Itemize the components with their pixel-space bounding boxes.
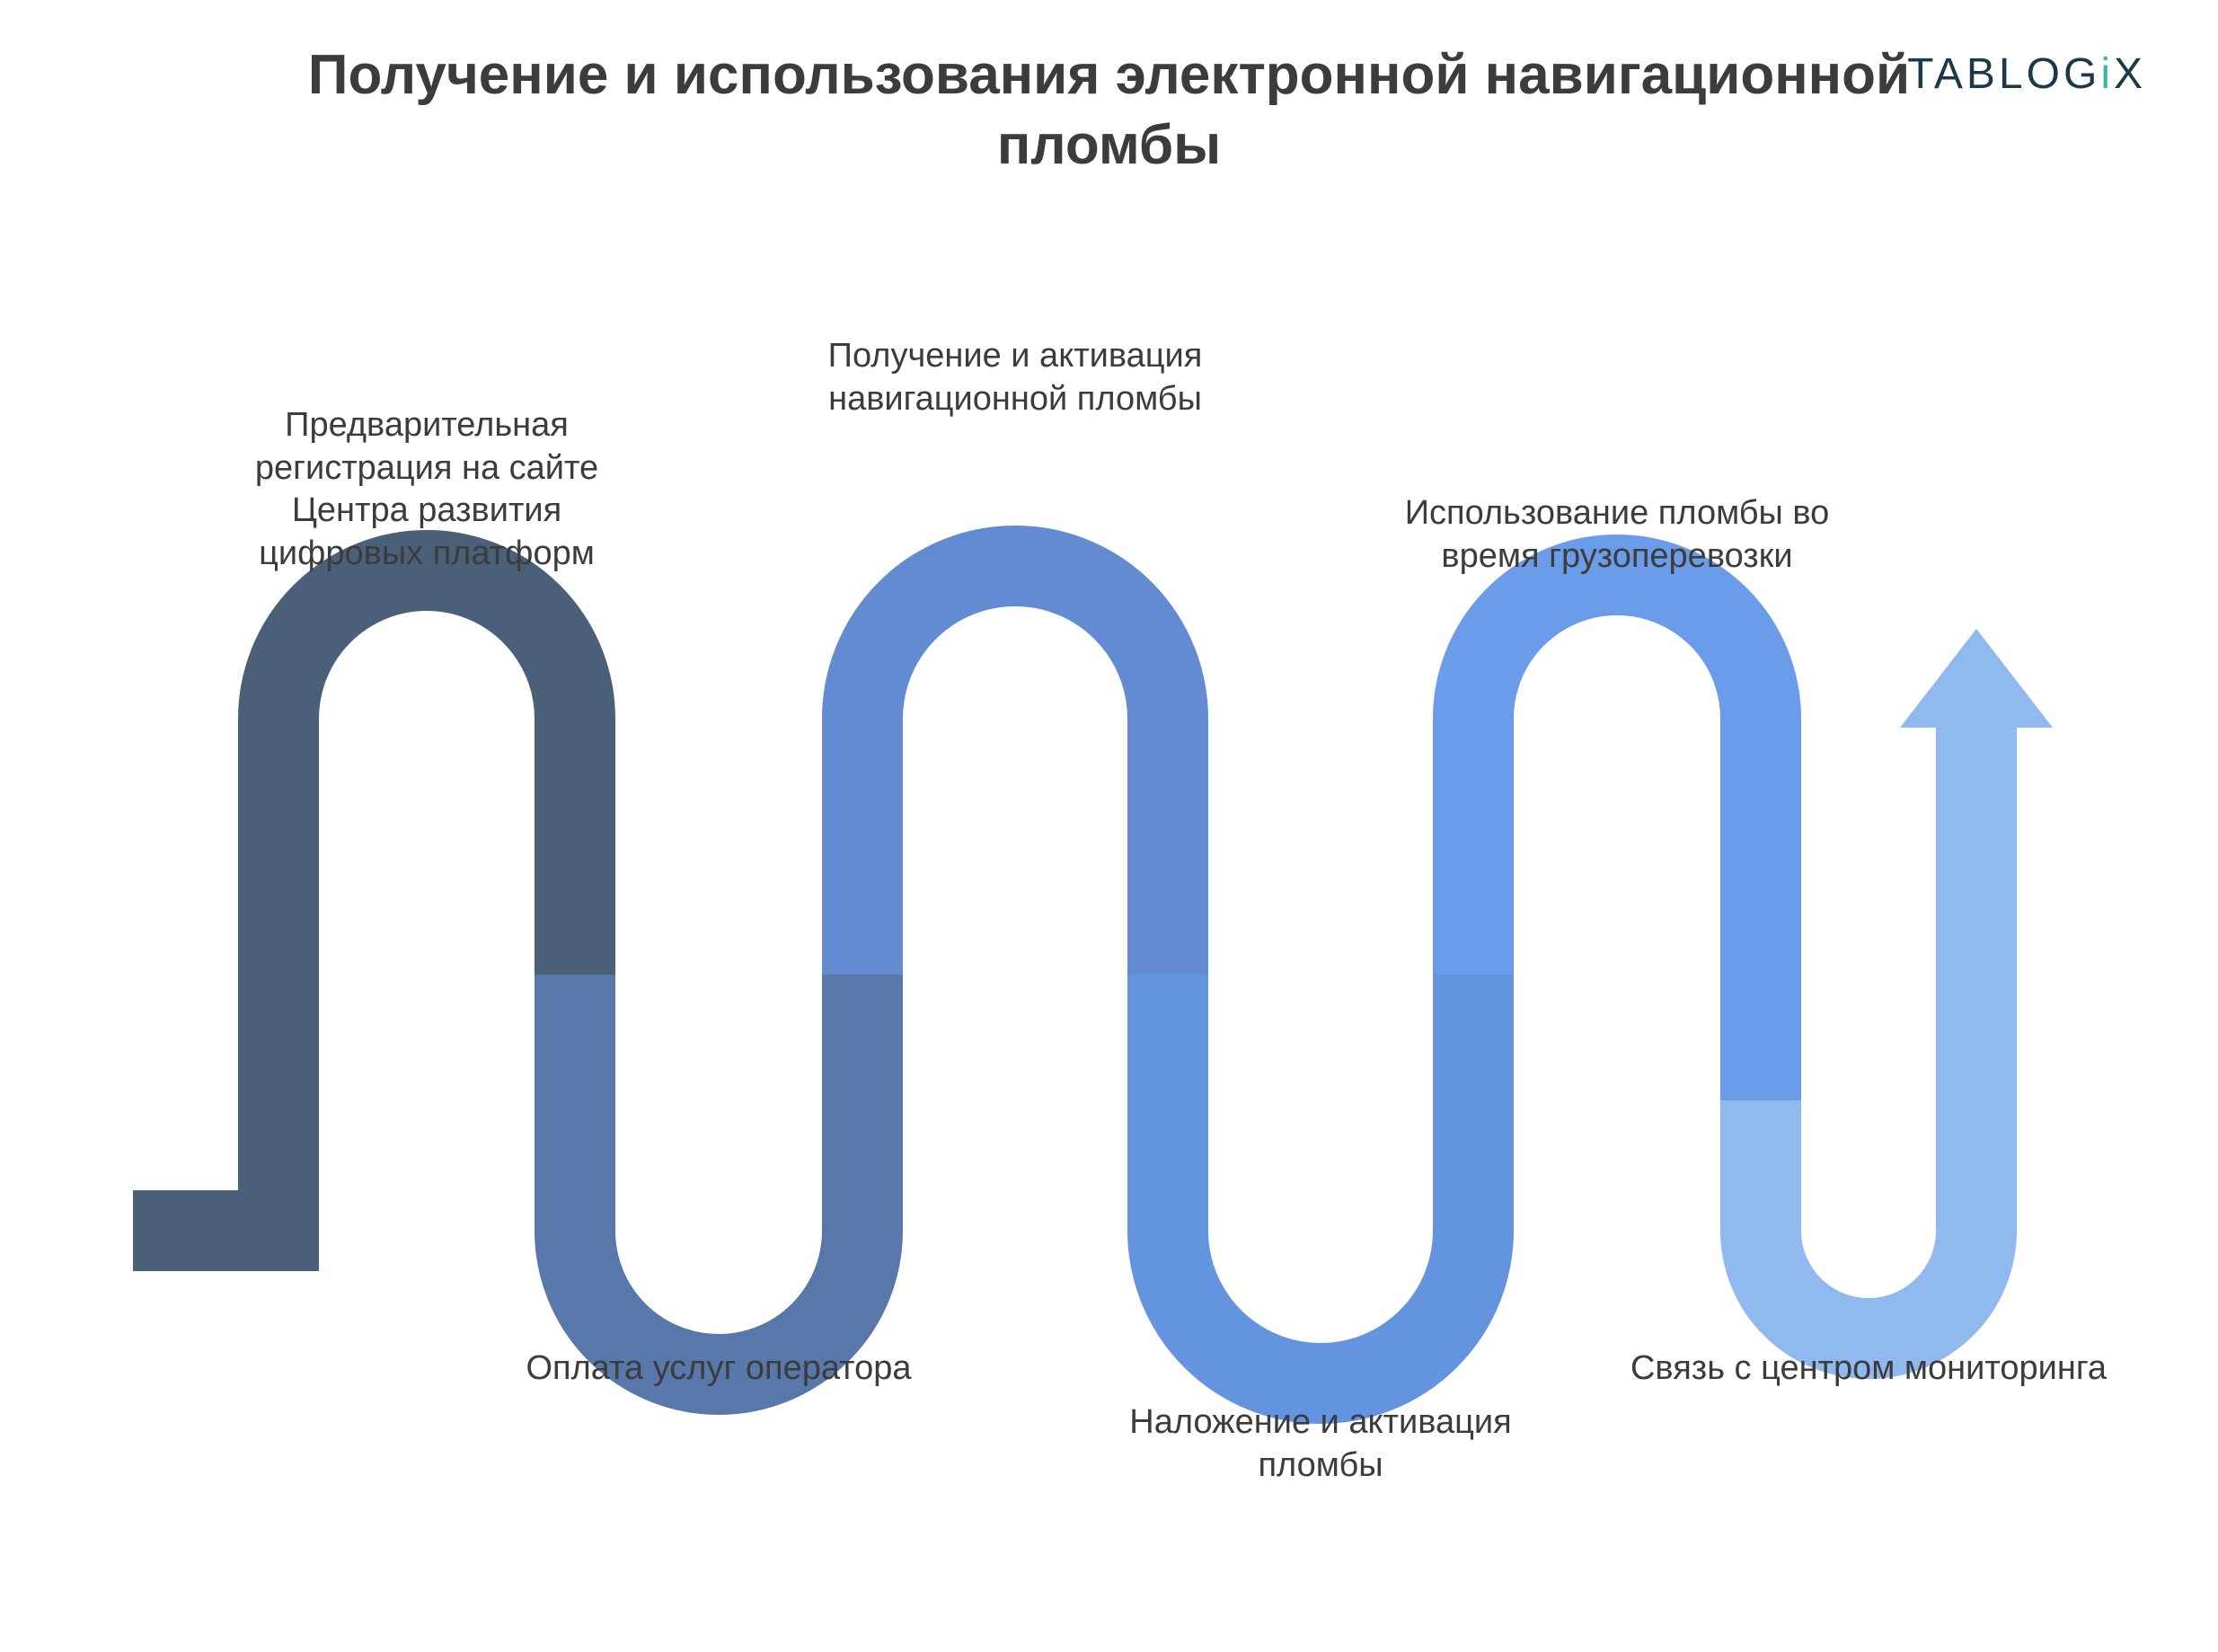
step-3-label: Получение и активация навигационной плом… [764, 335, 1267, 420]
infographic-page: Получение и использования электронной на… [0, 0, 2218, 1652]
step-2-label: Оплата услуг оператора [467, 1347, 970, 1391]
step-4-label: Наложение и активация пломбы [1069, 1401, 1572, 1487]
step-1-label: Предварительная регистрация на сайте Цен… [234, 404, 620, 575]
step-5-label: Использование пломбы во время грузоперев… [1365, 492, 1869, 578]
step-6-label: Связь с центром мониторинга [1617, 1347, 2120, 1391]
